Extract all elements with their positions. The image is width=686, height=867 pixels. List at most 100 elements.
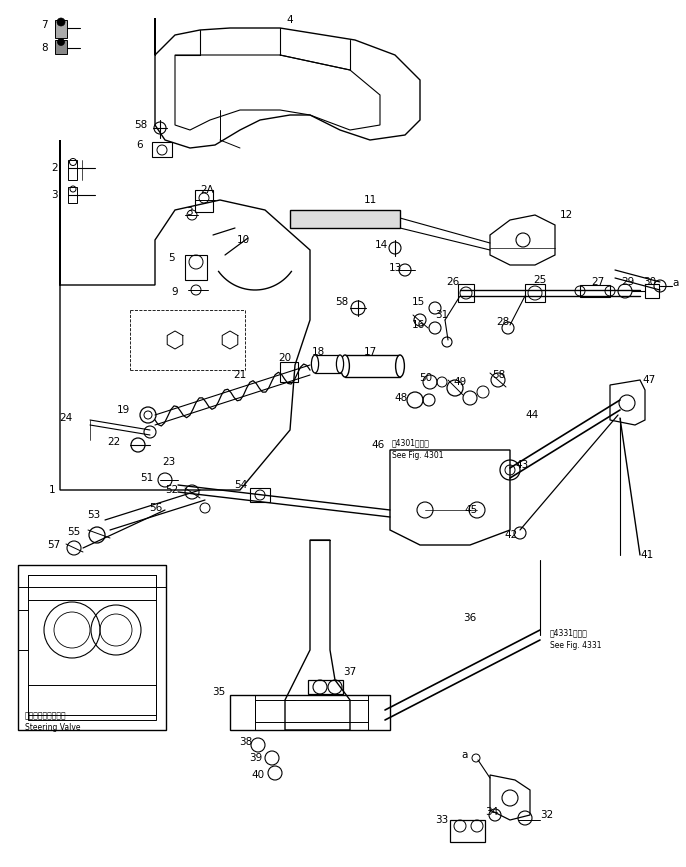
Circle shape: [57, 18, 65, 26]
Text: 14: 14: [375, 240, 388, 250]
Text: 52: 52: [165, 485, 178, 495]
Text: See Fig. 4331: See Fig. 4331: [550, 641, 602, 650]
Circle shape: [144, 411, 152, 419]
Bar: [185, 255, 207, 280]
Text: 6: 6: [137, 140, 143, 150]
Text: 39: 39: [249, 753, 262, 763]
Bar: [28, 685, 156, 720]
Bar: [18, 565, 166, 730]
Text: 10: 10: [237, 235, 250, 245]
Text: 9: 9: [172, 287, 178, 297]
Text: 50: 50: [419, 373, 432, 383]
Text: 41: 41: [640, 550, 653, 560]
Bar: [450, 820, 485, 842]
Text: 7: 7: [41, 20, 48, 30]
Text: 8: 8: [41, 43, 48, 53]
Text: 23: 23: [162, 457, 175, 467]
Text: 36: 36: [463, 613, 477, 623]
Bar: [28, 575, 156, 600]
Text: 30: 30: [643, 277, 656, 287]
Text: 13: 13: [389, 263, 402, 273]
Text: 第4301図参照: 第4301図参照: [392, 438, 430, 447]
Text: 42: 42: [505, 530, 518, 540]
Text: 18: 18: [311, 347, 324, 357]
Text: See Fig. 4301: See Fig. 4301: [392, 451, 444, 460]
Bar: [250, 488, 270, 502]
Text: 34: 34: [486, 807, 499, 817]
Circle shape: [58, 38, 64, 45]
Bar: [280, 362, 298, 382]
Text: 51: 51: [140, 473, 153, 483]
Ellipse shape: [396, 355, 405, 377]
Text: 32: 32: [540, 810, 553, 820]
Bar: [152, 142, 172, 157]
Text: 15: 15: [412, 297, 425, 307]
Text: 58: 58: [492, 370, 506, 380]
Bar: [290, 210, 400, 228]
Text: 16: 16: [412, 320, 425, 330]
Text: 40: 40: [252, 770, 265, 780]
Text: a: a: [462, 750, 468, 760]
Text: 38: 38: [239, 737, 252, 747]
Text: 29: 29: [622, 277, 635, 287]
Text: 17: 17: [364, 347, 377, 357]
Bar: [195, 190, 213, 212]
Text: 3: 3: [51, 190, 58, 200]
Text: 53: 53: [86, 510, 100, 520]
Text: Steering Valve: Steering Valve: [25, 723, 80, 732]
Text: 44: 44: [525, 410, 539, 420]
Text: 57: 57: [47, 540, 60, 550]
Text: 56: 56: [149, 503, 162, 513]
Text: 1: 1: [49, 485, 55, 495]
Ellipse shape: [341, 355, 349, 377]
Text: 19: 19: [117, 405, 130, 415]
Text: 11: 11: [364, 195, 377, 205]
Text: 47: 47: [642, 375, 655, 385]
Text: ステアリングバルブ: ステアリングバルブ: [25, 711, 67, 720]
Text: 35: 35: [212, 687, 225, 697]
Bar: [645, 284, 659, 298]
Text: 48: 48: [394, 393, 408, 403]
Text: 4: 4: [287, 15, 294, 25]
Text: 26: 26: [447, 277, 460, 287]
Bar: [525, 284, 545, 302]
Text: 2: 2: [51, 163, 58, 173]
Text: 31: 31: [436, 310, 449, 320]
Text: 25: 25: [534, 275, 547, 285]
Text: 5: 5: [168, 253, 175, 263]
Bar: [308, 680, 343, 694]
Bar: [55, 20, 67, 38]
Text: a: a: [672, 278, 678, 288]
Text: 49: 49: [453, 377, 466, 387]
Text: 20: 20: [279, 353, 292, 363]
Ellipse shape: [311, 355, 318, 373]
Text: 28: 28: [497, 317, 510, 327]
Text: 33: 33: [435, 815, 448, 825]
Text: 第4331図参照: 第4331図参照: [550, 628, 588, 637]
Text: 22: 22: [107, 437, 120, 447]
Bar: [315, 355, 340, 373]
Text: 43: 43: [515, 460, 528, 470]
Text: 27: 27: [591, 277, 604, 287]
Bar: [580, 285, 610, 297]
Text: 45: 45: [464, 505, 478, 515]
Bar: [28, 575, 156, 715]
Text: 3: 3: [186, 207, 193, 217]
Text: 2A: 2A: [200, 185, 214, 195]
Text: 37: 37: [344, 667, 357, 677]
Text: 46: 46: [372, 440, 385, 450]
Text: 58: 58: [335, 297, 348, 307]
Bar: [68, 160, 77, 180]
Text: 21: 21: [233, 370, 247, 380]
Text: 24: 24: [59, 413, 72, 423]
Bar: [345, 355, 400, 377]
Ellipse shape: [336, 355, 344, 373]
Bar: [18, 565, 166, 587]
Bar: [458, 284, 474, 302]
Bar: [255, 700, 368, 722]
Text: 58: 58: [134, 120, 147, 130]
Bar: [55, 40, 67, 54]
Text: 55: 55: [67, 527, 80, 537]
Bar: [68, 187, 77, 203]
Text: 54: 54: [234, 480, 247, 490]
